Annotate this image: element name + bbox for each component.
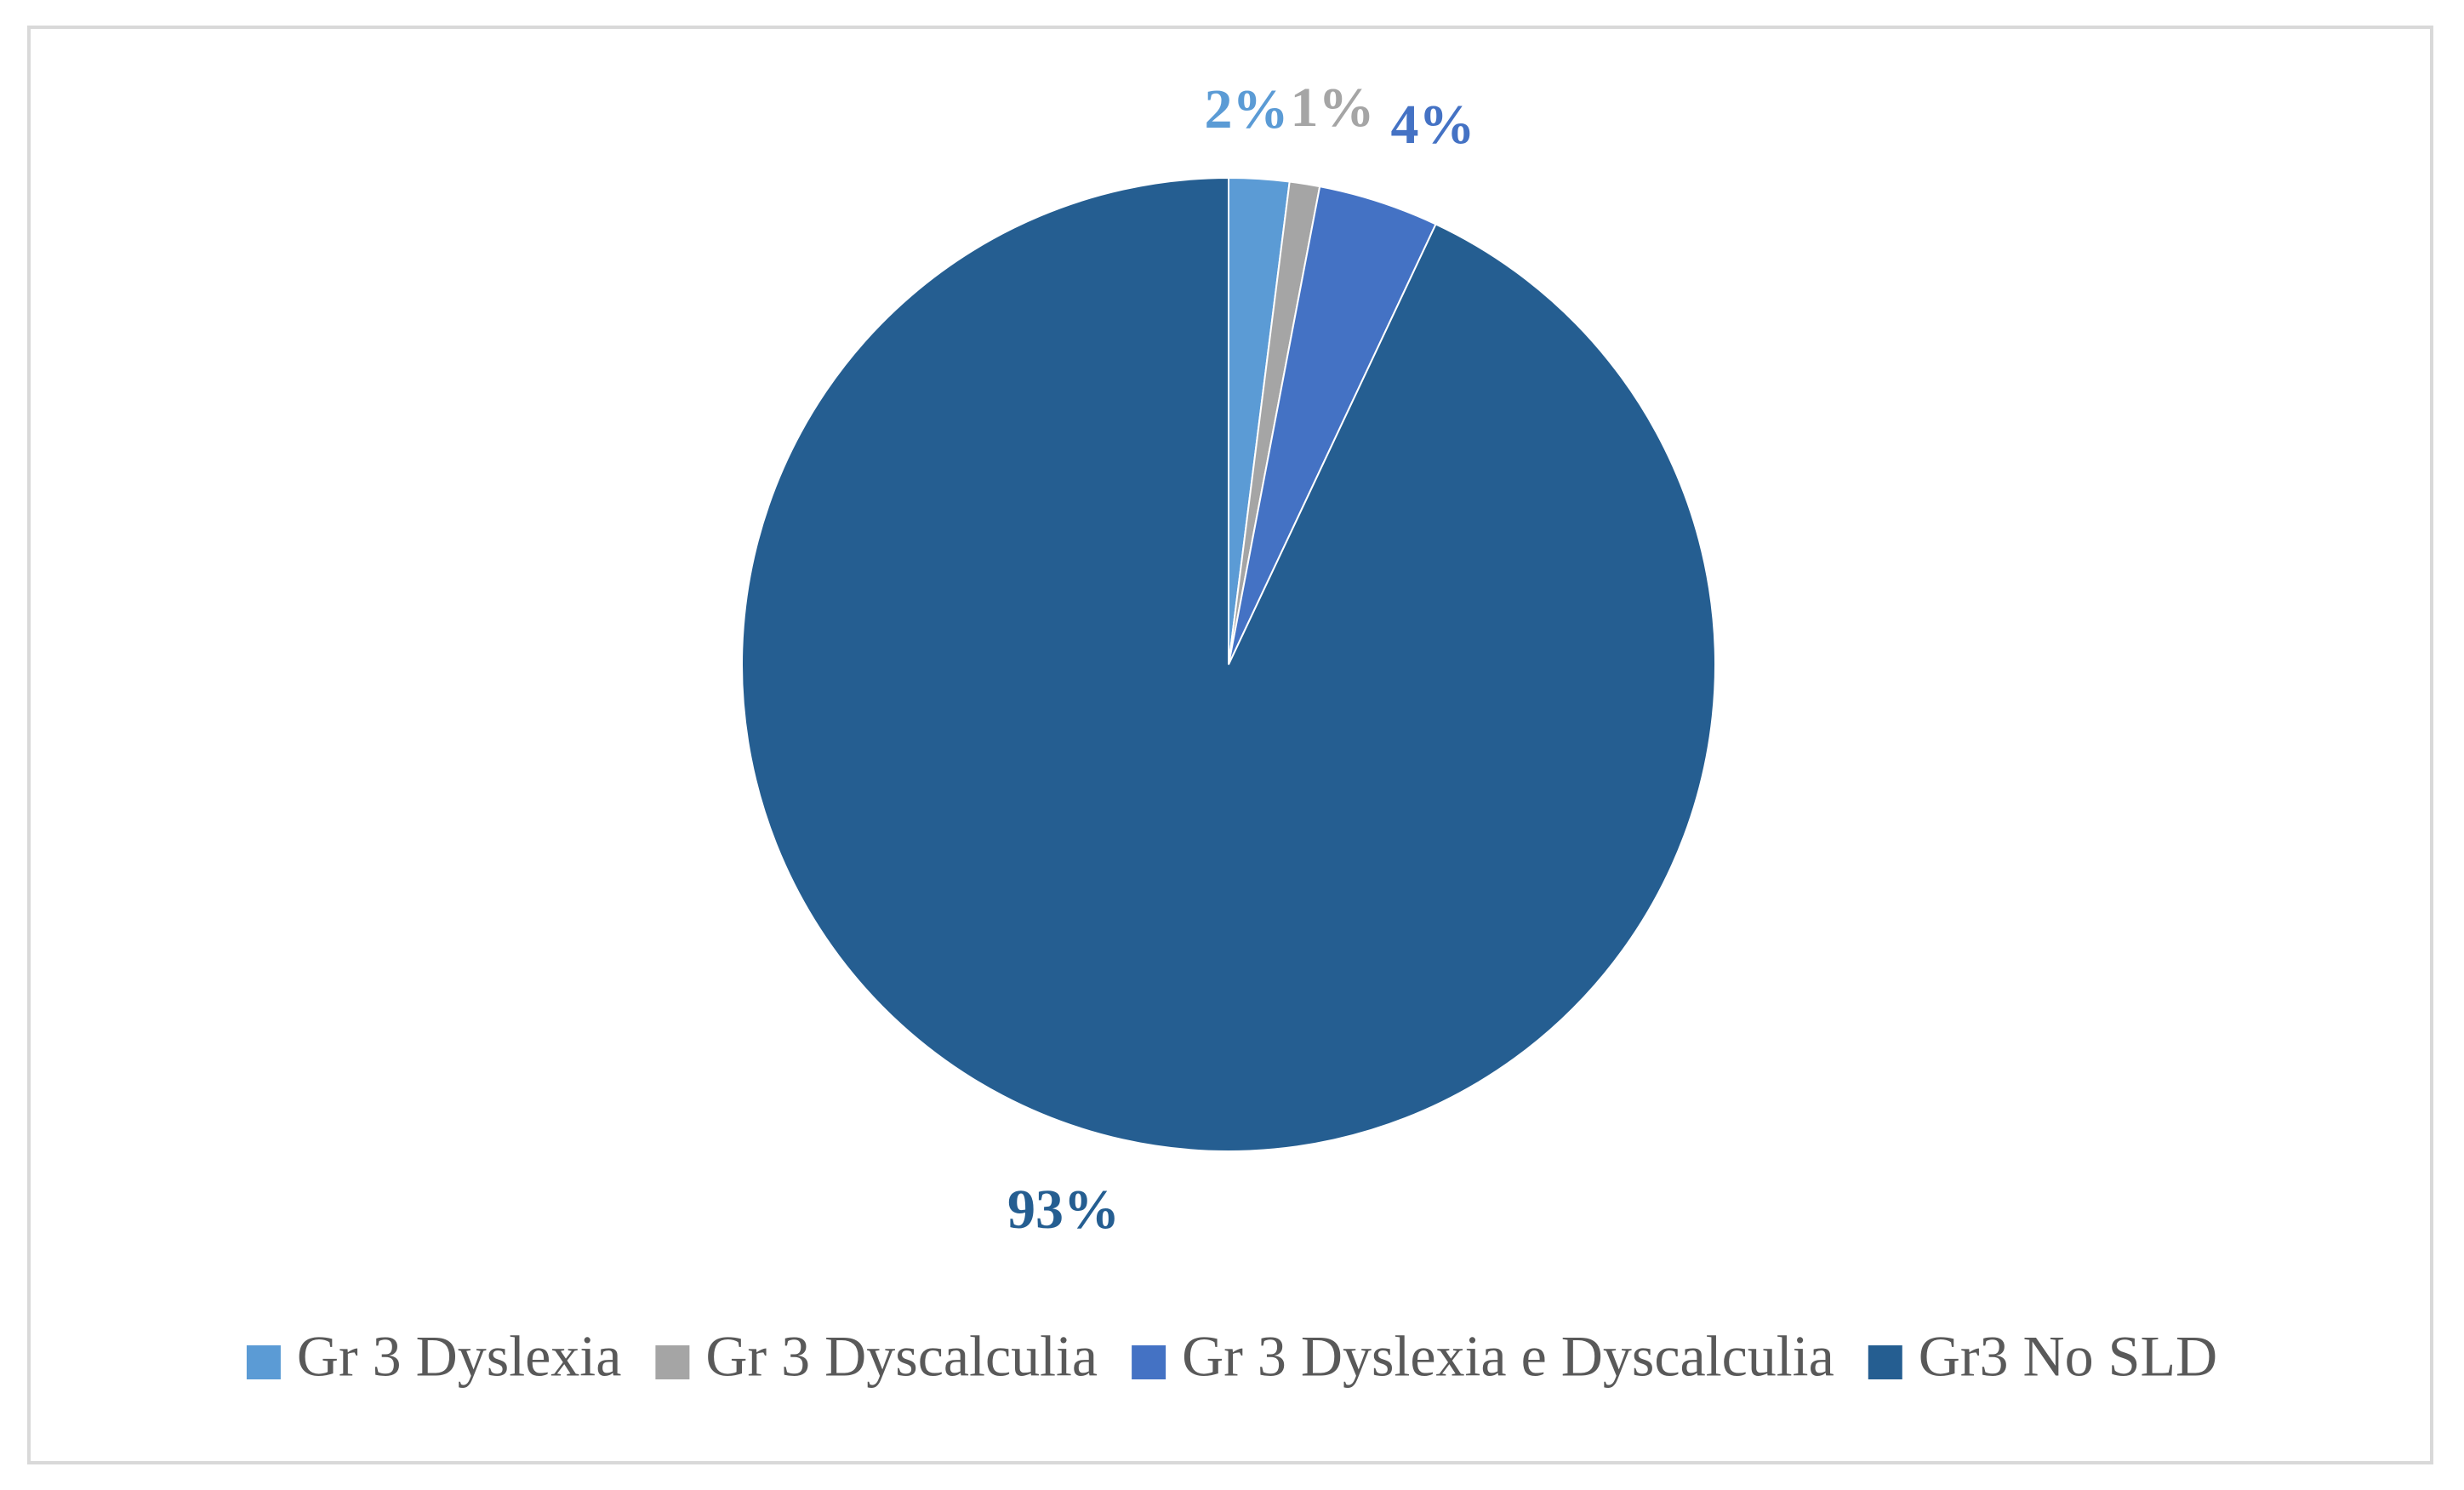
data-label: 93% xyxy=(1007,1179,1120,1241)
data-label: 4% xyxy=(1391,94,1475,156)
legend-label: Gr 3 Dyslexia e Dyscalculia xyxy=(1182,1324,1834,1389)
data-label: 2% xyxy=(1205,78,1289,140)
data-label: 1% xyxy=(1291,77,1375,139)
legend-label: Gr 3 Dyslexia xyxy=(297,1324,621,1389)
legend-label: Gr3 No SLD xyxy=(1919,1324,2217,1389)
legend-swatch xyxy=(246,1345,281,1379)
legend-label: Gr 3 Dyscalculia xyxy=(705,1324,1098,1389)
legend-swatch xyxy=(1868,1345,1902,1379)
legend-swatch xyxy=(655,1345,690,1379)
legend-swatch xyxy=(1132,1345,1166,1379)
pie-slice xyxy=(741,176,1716,1152)
